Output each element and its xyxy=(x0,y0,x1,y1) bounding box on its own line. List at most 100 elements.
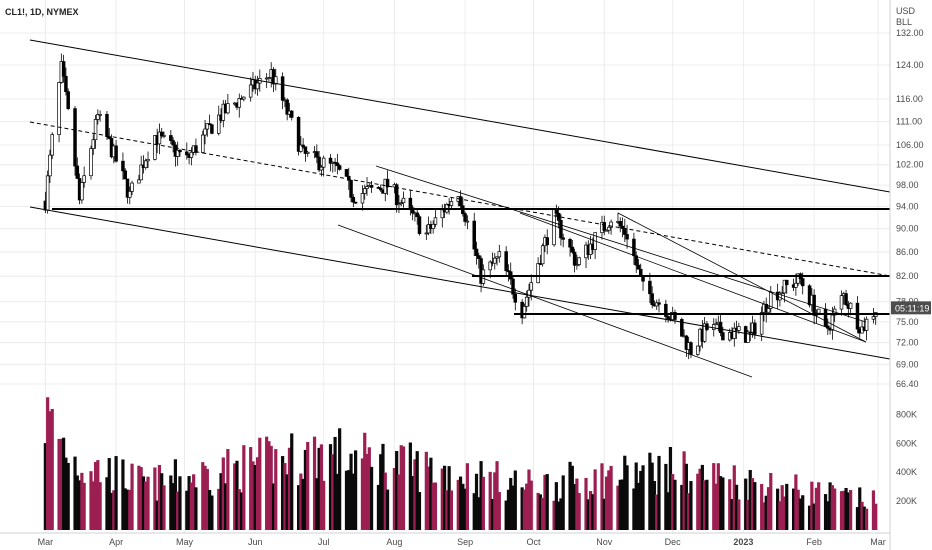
inner-channel-lower-line[interactable] xyxy=(337,224,753,378)
candle-body xyxy=(399,202,403,205)
candle-body xyxy=(207,123,212,126)
volume-bar xyxy=(782,496,787,530)
candle-body xyxy=(203,128,207,136)
volume-bar xyxy=(59,438,63,530)
volume-bar xyxy=(520,487,524,530)
volume-bar xyxy=(46,397,50,530)
channel-midline-dashed[interactable] xyxy=(29,121,891,277)
price-tick-label: 116.00 xyxy=(896,94,923,104)
volume-bar xyxy=(344,470,349,530)
candle-body xyxy=(680,319,684,337)
volume-bar xyxy=(687,493,691,530)
volume-bar xyxy=(338,428,342,530)
candle-body xyxy=(766,308,771,313)
volume-bar xyxy=(785,483,789,530)
time-label: Mar xyxy=(38,537,54,547)
volume-bar xyxy=(712,463,716,530)
candle-body xyxy=(577,257,581,265)
volume-bar xyxy=(529,480,533,530)
volume-bar xyxy=(650,462,654,530)
candle-body xyxy=(289,110,294,118)
volume-bar xyxy=(392,467,396,530)
candle-body xyxy=(522,306,527,319)
volume-bar xyxy=(233,463,237,530)
candle-body xyxy=(397,203,401,206)
candle-body xyxy=(347,175,351,181)
candle-body xyxy=(848,302,853,309)
time-label: Oct xyxy=(527,537,542,547)
candle-body xyxy=(50,134,54,156)
volume-bar xyxy=(609,465,613,530)
volume-bar xyxy=(588,490,593,530)
volume-bar xyxy=(481,476,485,530)
candle-body xyxy=(143,160,148,168)
volume-bar xyxy=(363,432,367,530)
volume-bar xyxy=(833,488,837,530)
volume-bar xyxy=(239,492,244,530)
volume-bar xyxy=(718,476,723,530)
volume-bar xyxy=(641,465,645,530)
volume-bar xyxy=(513,470,517,530)
candle-body xyxy=(497,251,502,258)
candle-body xyxy=(237,98,242,108)
candle-body xyxy=(472,220,476,250)
volume-bar xyxy=(349,453,353,530)
price-tick-label: 106.00 xyxy=(896,140,924,150)
candle-body xyxy=(64,75,68,93)
candle-body xyxy=(410,207,415,214)
volume-bar xyxy=(411,475,415,530)
channel-lower-trendline[interactable] xyxy=(29,206,891,360)
resistance-line-nov[interactable] xyxy=(617,212,867,343)
volume-bar xyxy=(671,474,675,530)
candle-body xyxy=(639,268,643,277)
inner-channel-upper-line[interactable] xyxy=(375,165,867,323)
volume-bar xyxy=(64,457,68,530)
candle-body xyxy=(540,245,545,265)
price-tick-label: 72.00 xyxy=(896,338,919,348)
resistance-line-oct[interactable] xyxy=(519,212,867,343)
volume-bar xyxy=(858,487,862,530)
candle-body xyxy=(335,162,340,167)
volume-bar xyxy=(705,479,709,530)
candle-body xyxy=(474,248,479,256)
volume-bar xyxy=(748,470,752,530)
volume-bar xyxy=(253,465,257,530)
candle-body xyxy=(301,144,305,148)
candle-body xyxy=(477,255,481,259)
volume-bar xyxy=(105,477,109,530)
candle-body xyxy=(96,114,100,120)
candle-body xyxy=(746,331,750,343)
candle-body xyxy=(732,327,737,339)
price-tick-label: 102.00 xyxy=(896,160,924,170)
volume-bar xyxy=(855,507,860,530)
volume-bar xyxy=(442,465,447,530)
volume-bar xyxy=(536,492,540,530)
volume-bar xyxy=(465,463,469,530)
volume-bar xyxy=(807,505,812,530)
volume-bar xyxy=(545,474,549,530)
candle-body xyxy=(864,318,869,331)
volume-bar xyxy=(376,484,381,530)
volume-bar xyxy=(351,473,355,530)
candle-body xyxy=(98,113,102,116)
candle-body xyxy=(839,295,844,310)
volume-bar xyxy=(826,501,830,530)
candle-body xyxy=(146,158,150,162)
volume-bar xyxy=(506,489,511,530)
candle-body xyxy=(718,321,723,333)
price-tick-label: 75.00 xyxy=(896,317,919,327)
channel-upper-trendline[interactable] xyxy=(29,39,891,193)
time-label: Jul xyxy=(318,537,330,547)
candle-body xyxy=(561,237,565,240)
volume-bar xyxy=(433,482,438,530)
time-axis-labels: Mar Apr May Jun Jul Aug Sep Oct Nov Dec 2023 Feb Mar xyxy=(38,537,886,547)
volume-bar xyxy=(201,462,205,530)
volume-bar xyxy=(746,499,750,530)
candle-body xyxy=(189,151,194,158)
candle-body xyxy=(139,164,143,181)
candle-body xyxy=(759,312,764,335)
volume-bar xyxy=(287,447,292,530)
volume-bar xyxy=(655,494,659,530)
volume-bar xyxy=(812,503,816,530)
